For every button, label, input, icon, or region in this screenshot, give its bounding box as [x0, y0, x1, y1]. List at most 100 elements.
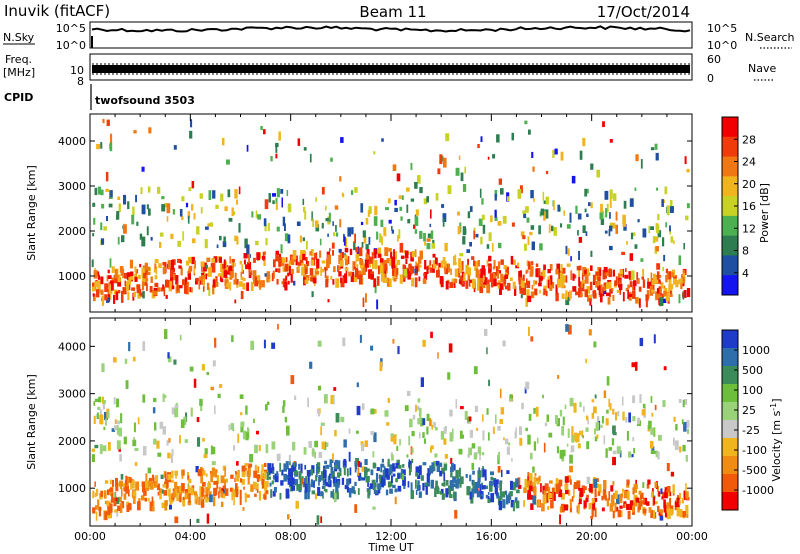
scatter-mark: [660, 488, 663, 495]
scatter-mark: [635, 479, 637, 486]
scatter-mark: [550, 499, 554, 509]
scatter-mark: [457, 478, 461, 485]
scatter-mark: [660, 282, 664, 289]
scatter-mark: [150, 502, 155, 512]
scatter-mark: [137, 290, 141, 299]
scatter-mark: [418, 465, 422, 475]
scatter-mark: [212, 279, 216, 288]
scatter-mark: [193, 213, 196, 220]
scatter-mark: [229, 265, 233, 271]
scatter-mark: [458, 258, 461, 268]
scatter-mark: [440, 277, 444, 288]
scatter-mark: [559, 506, 562, 513]
scatter-mark: [127, 503, 132, 511]
scatter-mark: [113, 425, 118, 431]
scatter-mark: [220, 263, 223, 273]
scatter-mark: [463, 273, 466, 281]
scatter-mark: [411, 431, 415, 437]
scatter-mark: [529, 231, 533, 236]
scatter-mark: [114, 275, 119, 279]
scatter-mark: [354, 481, 357, 486]
scatter-mark: [113, 397, 116, 405]
scatter-mark: [604, 230, 608, 234]
scatter-mark: [612, 269, 615, 277]
power-scatter: [91, 118, 691, 310]
colorbar-tick-label: 8: [742, 245, 749, 258]
scatter-mark: [531, 486, 535, 491]
scatter-mark: [308, 441, 313, 448]
scatter-mark: [558, 489, 563, 498]
freq-nave-panel: Freq. [MHz] 10 8 60 0 Nave: [3, 53, 776, 88]
scatter-mark: [626, 484, 630, 488]
scatter-mark: [189, 287, 191, 292]
scatter-mark: [303, 277, 306, 286]
scatter-mark: [166, 440, 169, 446]
scatter-mark: [440, 431, 445, 440]
scatter-mark: [386, 277, 390, 287]
scatter-mark: [254, 464, 257, 471]
scatter-mark: [356, 382, 359, 388]
scatter-mark: [414, 249, 417, 257]
scatter-mark: [304, 485, 308, 493]
scatter-mark: [407, 272, 411, 280]
scatter-mark: [107, 489, 110, 496]
scatter-mark: [414, 182, 418, 189]
scatter-mark: [591, 509, 594, 517]
scatter-mark: [145, 473, 147, 483]
scatter-mark: [653, 334, 656, 344]
colorbar-tick-label: 20: [742, 178, 756, 191]
scatter-mark: [482, 485, 486, 490]
scatter-mark: [216, 480, 219, 489]
scatter-mark: [189, 366, 194, 372]
scatter-mark: [665, 293, 670, 302]
scatter-mark: [423, 198, 427, 205]
scatter-mark: [253, 418, 255, 423]
scatter-mark: [105, 171, 109, 182]
scatter-mark: [600, 424, 603, 428]
scatter-mark: [101, 297, 105, 306]
scatter-mark: [568, 489, 571, 496]
scatter-mark: [292, 462, 296, 471]
colorbar-segment: [722, 438, 738, 457]
scatter-mark: [450, 268, 452, 275]
scatter-mark: [276, 279, 279, 285]
scatter-mark: [629, 500, 634, 511]
scatter-mark: [172, 209, 175, 215]
scatter-mark: [508, 442, 511, 446]
scatter-mark: [385, 468, 389, 478]
scatter-mark: [600, 203, 603, 213]
scatter-mark: [557, 204, 560, 212]
scatter-mark: [658, 491, 661, 497]
scatter-mark: [662, 400, 666, 407]
scatter-mark: [539, 276, 543, 281]
scatter-mark: [360, 221, 364, 226]
scatter-mark: [204, 448, 208, 455]
scatter-mark: [402, 476, 406, 486]
scatter-mark: [205, 226, 209, 230]
scatter-mark: [637, 219, 640, 223]
scatter-mark: [604, 190, 609, 200]
scatter-mark: [245, 431, 249, 441]
scatter-mark: [471, 443, 476, 449]
scatter-mark: [191, 256, 195, 265]
scatter-mark: [221, 278, 224, 283]
scatter-mark: [385, 207, 389, 211]
scatter-mark: [92, 507, 96, 514]
scatter-mark: [471, 256, 475, 260]
scatter-mark: [617, 509, 622, 518]
scatter-mark: [139, 292, 144, 297]
scatter-mark: [526, 280, 531, 289]
scatter-mark: [454, 509, 458, 519]
scatter-mark: [92, 202, 96, 207]
scatter-mark: [287, 272, 290, 277]
scatter-mark: [685, 504, 689, 514]
scatter-mark: [608, 398, 610, 408]
colorbar-segment: [722, 136, 738, 158]
scatter-mark: [205, 473, 208, 477]
colorbar-tick-label: 28: [742, 133, 756, 146]
scatter-mark: [373, 278, 377, 288]
scatter-mark: [525, 298, 529, 307]
scatter-mark: [466, 249, 470, 253]
scatter-mark: [621, 396, 624, 406]
search-label: N.Search: [745, 31, 795, 44]
